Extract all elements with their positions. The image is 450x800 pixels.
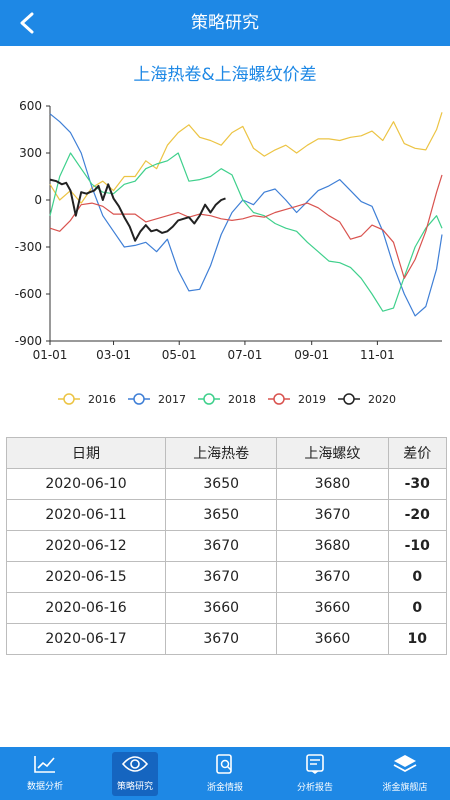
- hot-coil-cell: 3650: [165, 468, 278, 500]
- tab-inner: 浙金情报: [202, 752, 248, 796]
- hot-coil-cell: 3670: [165, 561, 278, 593]
- tab-inner: 分析报告: [292, 752, 338, 796]
- trend-chart-icon: [34, 755, 56, 779]
- rebar-cell: 3680: [276, 530, 389, 562]
- legend-label: 2018: [228, 393, 256, 406]
- rebar-cell: 3680: [276, 468, 389, 500]
- spread-cell: -10: [387, 530, 448, 562]
- tab-document-search[interactable]: 浙金情报: [180, 747, 270, 800]
- date-cell: 2020-06-12: [5, 530, 167, 562]
- y-tick-label: 300: [19, 146, 42, 160]
- legend-label: 2019: [298, 393, 326, 406]
- date-cell: 2020-06-17: [5, 623, 167, 655]
- x-tick-label: 01-01: [33, 348, 68, 362]
- store-icon: [393, 754, 417, 780]
- price-table: 日期 上海热卷 上海螺纹 差价 2020-06-10 3650 3680 -30 2020-0…: [5, 437, 448, 655]
- series-line-2019: [49, 174, 443, 279]
- spread-cell: 0: [387, 561, 448, 593]
- tab-label: 策略研究: [116, 782, 153, 792]
- column-header: 上海热卷: [165, 437, 278, 469]
- y-tick-label: 0: [34, 193, 42, 207]
- date-cell: 2020-06-11: [5, 499, 167, 531]
- tab-inner: 数据分析: [22, 752, 68, 796]
- rebar-cell: 3660: [276, 623, 389, 655]
- page-title: 策略研究: [191, 13, 259, 33]
- legend-item-2018[interactable]: 2018: [198, 393, 256, 406]
- eye-icon: [121, 755, 149, 779]
- legend-label: 2016: [88, 393, 116, 406]
- chevron-left-icon: [20, 12, 34, 34]
- series-line-2016: [49, 112, 443, 204]
- spread-cell: 0: [387, 592, 448, 624]
- date-cell: 2020-06-10: [5, 468, 167, 500]
- y-tick-label: -600: [15, 287, 42, 301]
- tab-label: 数据分析: [26, 782, 63, 792]
- legend-marker: [133, 393, 145, 405]
- chart-title: 上海热卷&上海螺纹价差: [133, 65, 317, 85]
- table-row: 2020-06-10 3650 3680 -30: [5, 468, 448, 500]
- tab-inner: 策略研究: [112, 751, 158, 796]
- tab-report[interactable]: 分析报告: [270, 747, 360, 800]
- hot-coil-cell: 3650: [165, 499, 278, 531]
- y-tick-label: -900: [15, 334, 42, 348]
- legend-marker: [343, 393, 355, 405]
- table-row: 2020-06-16 3660 3660 0: [5, 592, 448, 624]
- back-button[interactable]: [12, 8, 42, 38]
- column-header: 差价: [387, 437, 448, 469]
- legend-label: 2017: [158, 393, 186, 406]
- document-search-icon: [215, 754, 235, 780]
- legend-item-2017[interactable]: 2017: [128, 393, 186, 406]
- date-cell: 2020-06-16: [5, 592, 167, 624]
- series-line-2020: [49, 178, 226, 242]
- rebar-cell: 3670: [276, 499, 389, 531]
- table-row: 2020-06-12 3670 3680 -10: [5, 530, 448, 562]
- legend-item-2019[interactable]: 2019: [268, 393, 326, 406]
- x-tick-label: 03-01: [96, 348, 131, 362]
- column-header: 日期: [5, 437, 167, 469]
- tab-inner: 浙金旗舰店: [382, 752, 428, 796]
- date-cell: 2020-06-15: [5, 561, 167, 593]
- spread-cell: -20: [387, 499, 448, 531]
- tab-label: 浙金旗舰店: [382, 783, 428, 793]
- table-row: 2020-06-15 3670 3670 0: [5, 561, 448, 593]
- bottom-tab-bar: 数据分析 策略研究 浙金情报 分析报告 浙金旗舰店: [0, 747, 450, 800]
- legend-item-2016[interactable]: 2016: [58, 393, 116, 406]
- legend-marker: [203, 393, 215, 405]
- hot-coil-cell: 3670: [165, 530, 278, 562]
- tab-eye[interactable]: 策略研究: [90, 747, 180, 800]
- x-tick-label: 07-01: [227, 348, 262, 362]
- x-tick-label: 05-01: [162, 348, 197, 362]
- y-tick-label: 600: [19, 99, 42, 113]
- legend-label: 2020: [368, 393, 396, 406]
- legend-item-2020[interactable]: 2020: [338, 393, 396, 406]
- x-tick-label: 11-01: [360, 348, 395, 362]
- tab-label: 分析报告: [296, 783, 333, 793]
- y-tick-label: -300: [15, 240, 42, 254]
- report-icon: [305, 754, 325, 780]
- tab-trend-chart[interactable]: 数据分析: [0, 747, 90, 800]
- x-tick-label: 09-01: [294, 348, 329, 362]
- tab-store[interactable]: 浙金旗舰店: [360, 747, 450, 800]
- hot-coil-cell: 3670: [165, 623, 278, 655]
- series-line-2018: [49, 152, 443, 312]
- column-header: 上海螺纹: [276, 437, 389, 469]
- legend-marker: [273, 393, 285, 405]
- app-header: 策略研究: [0, 0, 450, 46]
- spread-cell: -30: [387, 468, 448, 500]
- legend-marker: [63, 393, 75, 405]
- table-row: 2020-06-11 3650 3670 -20: [5, 499, 448, 531]
- table-header-row: 日期 上海热卷 上海螺纹 差价: [5, 437, 448, 469]
- rebar-cell: 3660: [276, 592, 389, 624]
- table-row: 2020-06-17 3670 3660 10: [5, 623, 448, 655]
- rebar-cell: 3670: [276, 561, 389, 593]
- spread-cell: 10: [387, 623, 448, 655]
- series-line-2017: [49, 113, 443, 317]
- hot-coil-cell: 3660: [165, 592, 278, 624]
- tab-label: 浙金情报: [206, 783, 243, 793]
